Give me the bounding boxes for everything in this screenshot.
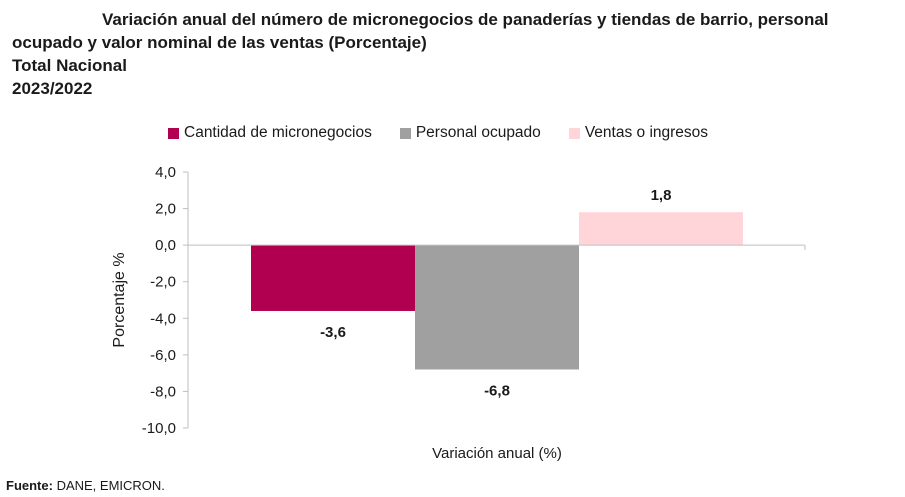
source-text: DANE, EMICRON. <box>52 478 165 493</box>
y-tick-label: 0,0 <box>155 237 176 254</box>
legend-label-micronegocios: Cantidad de micronegocios <box>184 124 372 141</box>
title-line-1: Variación anual del número de micronegoc… <box>102 10 829 29</box>
y-tick-label: 2,0 <box>155 201 176 218</box>
bar-micronegocios <box>251 245 415 311</box>
y-tick-label: -4,0 <box>150 310 176 327</box>
bar-ventas-ingresos <box>579 212 743 246</box>
data-label: 1,8 <box>651 187 672 204</box>
title-line-3: Total Nacional <box>12 56 127 75</box>
legend-swatch-ventas <box>568 127 580 139</box>
y-tick-label: -6,0 <box>150 347 176 364</box>
y-tick-label: -10,0 <box>142 420 176 437</box>
legend: Cantidad de micronegocios Personal ocupa… <box>168 124 736 142</box>
title-line-2: ocupado y valor nominal de las ventas (P… <box>12 33 427 52</box>
x-axis-title: Variación anual (%) <box>432 445 562 462</box>
title-line-4: 2023/2022 <box>12 79 93 98</box>
source-note: Fuente: DANE, EMICRON. <box>6 478 165 493</box>
chart-title: Variación anual del número de micronegoc… <box>12 8 897 100</box>
legend-item-ventas: Ventas o ingresos <box>568 124 709 142</box>
legend-item-personal: Personal ocupado <box>399 124 541 142</box>
source-label: Fuente: <box>6 478 53 493</box>
data-label: -6,8 <box>484 382 510 399</box>
bar-personal-ocupado <box>415 245 579 370</box>
data-label: -3,6 <box>320 324 346 341</box>
legend-label-personal: Personal ocupado <box>415 124 541 141</box>
y-axis-title: Porcentaje % <box>111 252 128 347</box>
legend-label-ventas: Ventas o ingresos <box>584 124 709 141</box>
y-tick-label: 4,0 <box>155 164 176 181</box>
legend-swatch-micronegocios <box>168 127 179 139</box>
y-tick-label: -2,0 <box>150 274 176 291</box>
y-tick-label: -8,0 <box>150 383 176 400</box>
legend-item-micronegocios: Cantidad de micronegocios <box>168 124 372 142</box>
legend-swatch-personal <box>399 127 411 139</box>
